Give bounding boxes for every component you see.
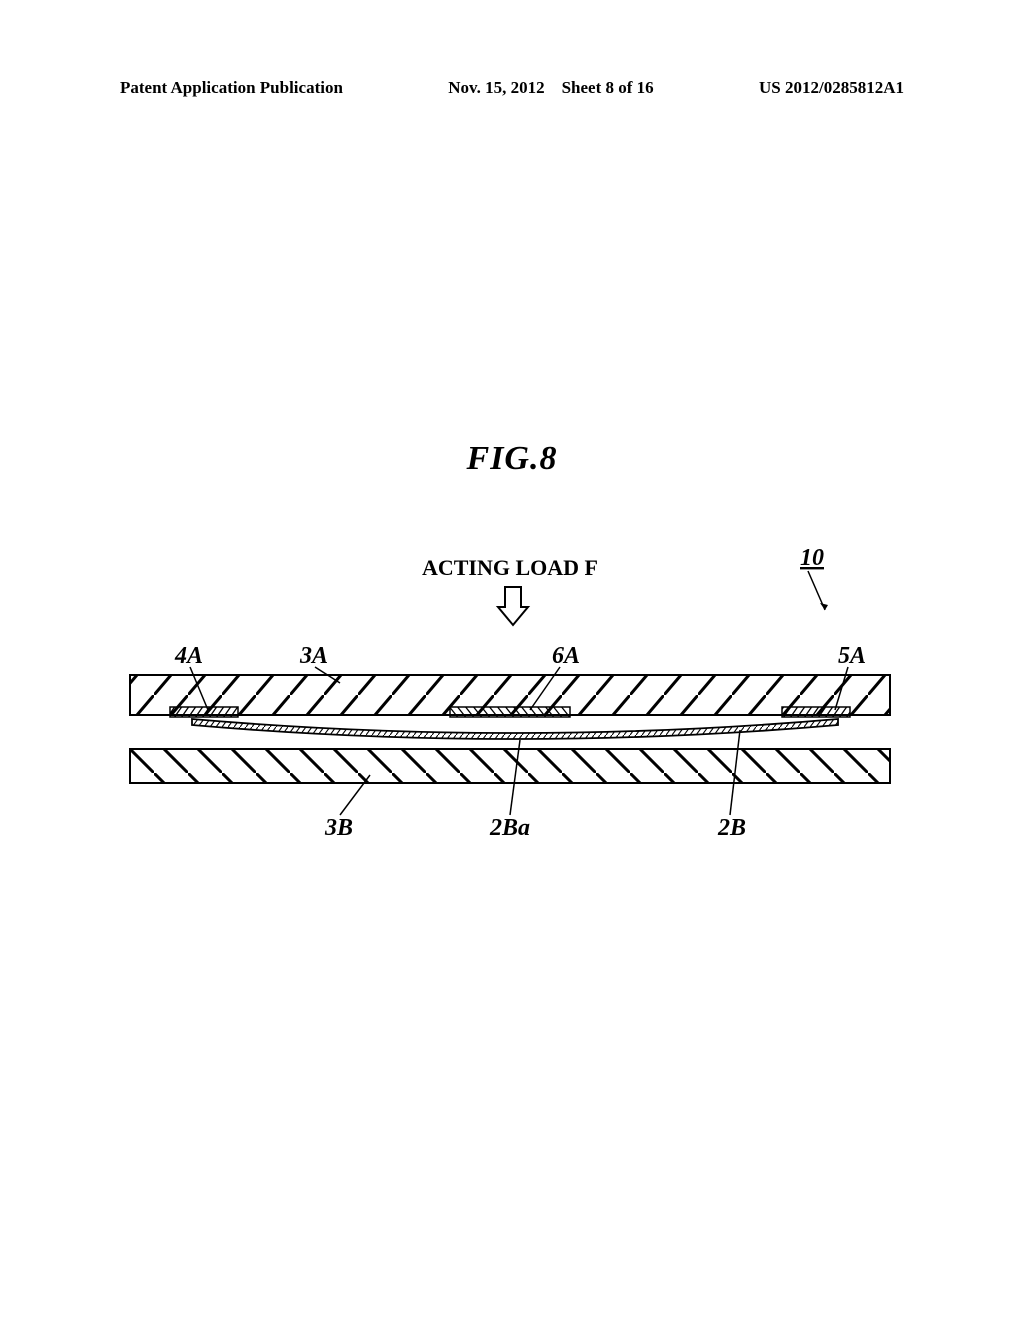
figure-diagram: ACTING LOAD F 10 4A 3A 6A 5A 3B 2Ba 2 [120,520,900,870]
publication-date: Nov. 15, 2012 Sheet 8 of 16 [448,78,653,98]
publication-type: Patent Application Publication [120,78,343,98]
lower-layer-3B [130,749,890,783]
ref-2B-label: 2B [717,815,746,841]
ref-3A-label: 3A [299,643,328,669]
cross-section-svg: ACTING LOAD F 10 4A 3A 6A 5A 3B 2Ba 2 [120,520,900,870]
patent-header: Patent Application Publication Nov. 15, … [0,78,1024,98]
acting-load-label: ACTING LOAD F [422,555,598,580]
load-arrow [498,587,528,625]
ref-5A-label: 5A [838,643,866,669]
insert-4A [170,707,238,717]
publication-number: US 2012/0285812A1 [759,78,904,98]
insert-6A [450,707,570,717]
ref-6A-label: 6A [552,643,580,669]
figure-title: FIG.8 [0,440,1024,478]
insert-5A [782,707,850,717]
plate-2B [192,719,838,739]
ref-2Ba-label: 2Ba [489,815,530,841]
ref-4A-label: 4A [174,643,203,669]
ref-3B-label: 3B [324,815,353,841]
ref-10-label: 10 [800,545,824,571]
